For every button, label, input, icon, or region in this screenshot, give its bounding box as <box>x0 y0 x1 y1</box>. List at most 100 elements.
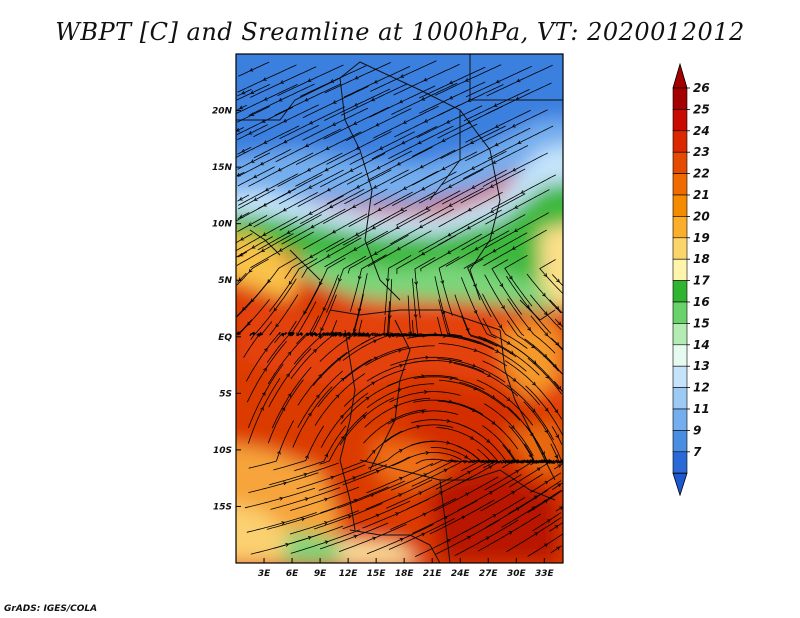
streamline-arrow <box>467 98 472 102</box>
streamline <box>485 489 549 528</box>
streamline <box>320 486 389 514</box>
streamline <box>457 474 522 511</box>
x-tick-label: 9E <box>314 569 327 579</box>
streamline-arrow <box>371 449 376 454</box>
streamline <box>317 358 372 408</box>
streamline-arrow <box>296 332 300 337</box>
streamline <box>323 188 388 224</box>
streamline <box>412 500 478 534</box>
streamline-arrow <box>278 97 283 102</box>
streamline <box>478 335 540 376</box>
colorbar-segment <box>672 387 688 410</box>
colorbar-segment <box>672 344 688 367</box>
streamline-arrow <box>353 247 358 251</box>
streamline-arrow <box>557 464 562 468</box>
streamline-arrow <box>320 327 325 332</box>
x-tick-label: 6E <box>286 569 299 579</box>
streamline <box>416 105 483 139</box>
streamline <box>434 64 502 96</box>
colorbar-bottom-cap <box>672 472 688 497</box>
streamline <box>465 127 531 162</box>
streamline-arrow <box>488 465 493 470</box>
streamline-arrow <box>473 283 477 288</box>
streamline-arrow <box>248 222 253 226</box>
streamline <box>269 294 299 336</box>
streamline-arrow <box>330 475 335 480</box>
streamline <box>326 131 392 165</box>
streamline-arrow <box>398 449 403 453</box>
streamline-arrow <box>446 119 451 124</box>
colorbar-label: 9 <box>693 423 701 437</box>
streamline <box>364 397 430 428</box>
streamline <box>486 64 553 97</box>
streamline <box>442 169 507 205</box>
streamline <box>453 363 519 397</box>
streamline <box>236 233 294 266</box>
colorbar: 26 25 24 23 22 21 20 19 18 17 16 15 14 13 12 11 9 7 <box>672 62 710 497</box>
streamline <box>413 376 485 391</box>
colorbar-segment <box>672 365 688 388</box>
streamline <box>248 83 315 116</box>
colorbar-segment <box>672 109 688 132</box>
streamline <box>506 275 552 334</box>
streamline-arrow <box>329 204 334 209</box>
streamline <box>454 294 498 347</box>
colorbar-label: 15 <box>693 316 710 330</box>
streamline <box>236 300 252 317</box>
streamline-arrow <box>555 306 560 310</box>
streamline <box>436 427 499 462</box>
streamline <box>501 459 556 469</box>
streamline-arrow <box>283 139 288 144</box>
streamline <box>237 104 247 111</box>
streamline <box>320 392 369 448</box>
streamline-arrow <box>239 105 244 110</box>
streamline-arrow <box>499 283 504 288</box>
streamline-arrow <box>545 374 550 379</box>
streamline-arrow <box>263 97 268 101</box>
streamline-arrow <box>449 95 454 100</box>
streamline <box>320 153 386 188</box>
streamline-arrow <box>287 393 292 398</box>
streamline <box>438 191 503 228</box>
streamline-arrow <box>370 493 375 498</box>
streamline-arrow <box>282 207 287 212</box>
streamline-arrow <box>510 425 515 429</box>
streamline <box>248 363 284 428</box>
streamline-arrow <box>495 349 500 353</box>
streamline-arrow <box>323 521 328 525</box>
streamline <box>507 298 556 354</box>
streamline-arrow <box>247 321 251 326</box>
streamline <box>273 525 344 549</box>
streamline <box>548 522 563 532</box>
streamline-arrow <box>280 333 285 337</box>
streamline <box>273 425 325 471</box>
streamline-arrow <box>352 328 357 333</box>
streamline-arrow <box>447 250 452 254</box>
streamline <box>483 459 539 469</box>
streamline <box>477 448 532 464</box>
streamline-arrow <box>467 207 472 212</box>
streamline-arrow <box>286 373 290 378</box>
map-frame <box>235 53 564 564</box>
streamline-arrow <box>304 97 309 102</box>
streamline <box>297 370 343 428</box>
streamline-arrow <box>449 80 454 85</box>
streamline <box>461 277 497 339</box>
streamline <box>343 369 406 407</box>
streamline-arrow <box>448 184 453 188</box>
streamline <box>394 104 460 138</box>
streamline <box>414 257 436 319</box>
streamline <box>344 169 409 205</box>
streamline <box>324 88 391 121</box>
streamline-arrow <box>425 206 430 210</box>
streamline <box>508 480 562 515</box>
streamline-arrow <box>534 532 539 536</box>
streamline-arrow <box>440 280 445 285</box>
streamline-arrow <box>399 476 404 481</box>
streamline <box>310 274 339 337</box>
streamline <box>289 510 360 535</box>
streamline <box>237 88 252 97</box>
streamline <box>441 150 507 186</box>
streamline <box>277 64 344 97</box>
streamline <box>506 320 559 372</box>
